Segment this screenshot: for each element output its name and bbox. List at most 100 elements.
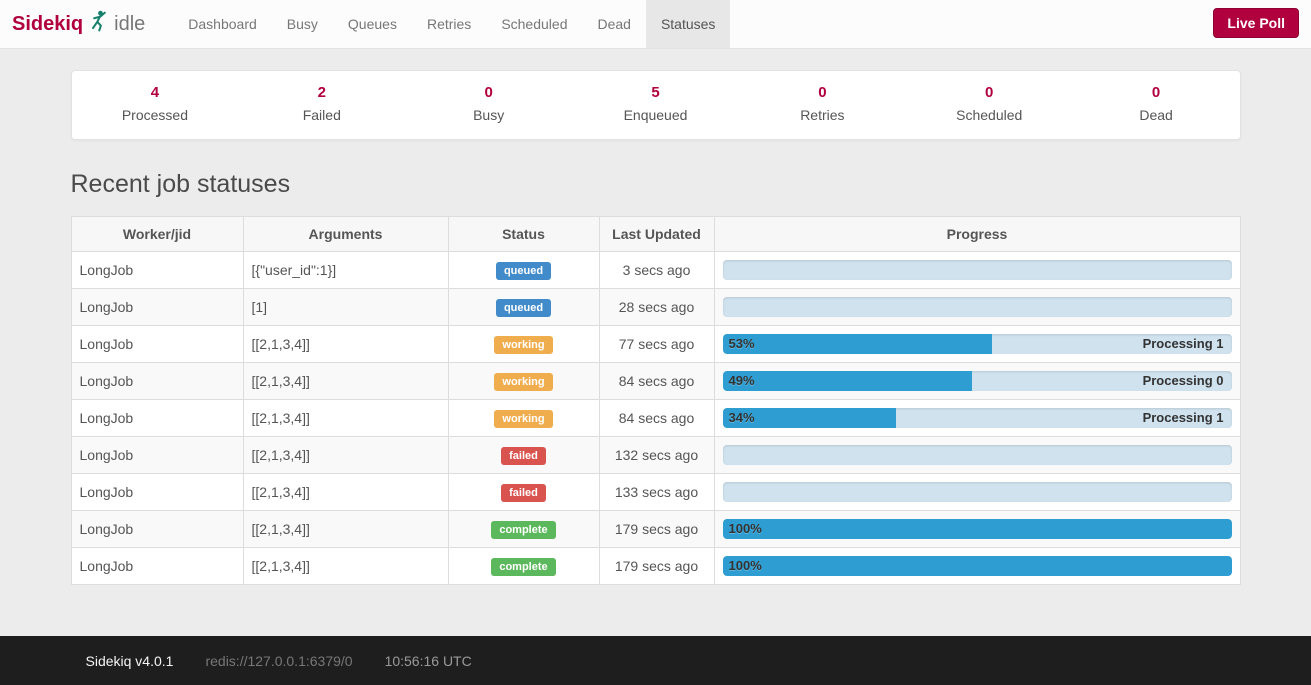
col-header-status: Status <box>447 216 600 252</box>
cell-last-updated: 28 secs ago <box>598 288 715 326</box>
nav-item-statuses: Statuses <box>645 0 731 48</box>
cell-last-updated: 77 secs ago <box>598 325 715 363</box>
progress-percent-label: 34% <box>728 410 755 425</box>
cell-worker: LongJob <box>70 547 244 585</box>
stat-value: 2 <box>317 84 326 101</box>
nav-item-busy: Busy <box>272 0 333 48</box>
nav-link-dead[interactable]: Dead <box>597 16 631 32</box>
progress-percent-label: 100% <box>728 521 762 536</box>
page-title: Recent job statuses <box>70 170 291 198</box>
nav-item-scheduled: Scheduled <box>486 0 582 48</box>
stat-label: Retries <box>800 107 845 123</box>
nav-item-queues: Queues <box>333 0 412 48</box>
table-row: LongJob [1] queued 28 secs ago <box>70 288 1241 326</box>
cell-arguments: [[2,1,3,4]] <box>242 510 449 548</box>
table-row: LongJob [[2,1,3,4]] working 77 secs ago 53% P… <box>70 325 1241 363</box>
stat-label: Enqueued <box>623 107 688 123</box>
table-header-row: Worker/jid Arguments Status Last Updated… <box>70 216 1241 252</box>
cell-status: complete <box>447 547 600 585</box>
stat-value: 0 <box>484 84 493 101</box>
nav-link-queues[interactable]: Queues <box>347 16 397 32</box>
progress-fill <box>722 556 1232 576</box>
progress-message: Processing 1 <box>1142 410 1224 425</box>
cell-last-updated: 132 secs ago <box>598 436 715 474</box>
cell-progress <box>713 288 1241 326</box>
cell-progress: 53% Processing 1 <box>713 325 1241 363</box>
status-badge: failed <box>501 446 546 465</box>
nav-link-scheduled[interactable]: Scheduled <box>501 16 568 32</box>
stat-label: Dead <box>1139 107 1173 123</box>
nav-link-dashboard[interactable]: Dashboard <box>188 16 257 32</box>
cell-arguments: [[2,1,3,4]] <box>242 399 449 437</box>
col-header-arguments: Arguments <box>242 216 449 252</box>
cell-progress: 100% <box>713 510 1241 548</box>
status-badge: working <box>494 335 553 354</box>
cell-worker: LongJob <box>70 288 244 326</box>
nav-link-busy[interactable]: Busy <box>286 16 318 32</box>
cell-progress: 100% <box>713 547 1241 585</box>
table-row: LongJob [[2,1,3,4]] failed 132 secs ago <box>70 436 1241 474</box>
cell-status: working <box>447 325 600 363</box>
status-badge: queued <box>495 298 552 317</box>
stat-scheduled: 0 Scheduled <box>906 82 1073 126</box>
cell-progress: 49% Processing 0 <box>713 362 1241 400</box>
stat-value: 0 <box>1151 84 1161 101</box>
progress-fill <box>722 519 1232 539</box>
progress-bar: 49% Processing 0 <box>722 371 1232 391</box>
cell-arguments: [[2,1,3,4]] <box>242 362 449 400</box>
footer-redis-url: redis://127.0.0.1:6379/0 <box>205 652 353 669</box>
nav-link-retries[interactable]: Retries <box>426 16 472 32</box>
progress-bar: 53% Processing 1 <box>722 334 1232 354</box>
stat-value: 5 <box>651 84 660 101</box>
cell-progress <box>713 436 1241 474</box>
nav-menu: Dashboard Busy Queues Retries Scheduled Dead S… <box>173 0 731 48</box>
table-row: LongJob [{"user_id":1}] queued 3 secs ago <box>70 251 1241 289</box>
cell-last-updated: 84 secs ago <box>598 399 715 437</box>
brand-logo[interactable]: Sidekiq idle <box>12 0 161 48</box>
cell-worker: LongJob <box>70 473 244 511</box>
table-row: LongJob [[2,1,3,4]] working 84 secs ago 49% P… <box>70 362 1241 400</box>
cell-worker: LongJob <box>70 362 244 400</box>
progress-fill <box>722 371 972 391</box>
cell-status: queued <box>447 251 600 289</box>
stat-dead: 0 Dead <box>1073 82 1240 126</box>
stat-processed: 4 Processed <box>72 82 239 126</box>
progress-fill <box>722 334 993 354</box>
cell-arguments: [1] <box>242 288 449 326</box>
stats-summary: 4 Processed 2 Failed 0 Busy 5 Enqueued 0 Retries 0… <box>70 70 1241 140</box>
stat-value: 0 <box>985 84 994 101</box>
cell-last-updated: 84 secs ago <box>598 362 715 400</box>
cell-arguments: [[2,1,3,4]] <box>242 473 449 511</box>
footer: Sidekiq v4.0.1 redis://127.0.0.1:6379/0 … <box>0 636 1311 685</box>
cell-status: failed <box>447 436 600 474</box>
navbar: Sidekiq idle Dashboard Busy Queues Retries S… <box>0 0 1311 49</box>
progress-bar: 100% <box>722 519 1232 539</box>
live-poll-button[interactable]: Live Poll <box>1213 8 1299 38</box>
status-badge: working <box>494 409 553 428</box>
cell-status: queued <box>447 288 600 326</box>
cell-arguments: [[2,1,3,4]] <box>242 547 449 585</box>
stat-label: Scheduled <box>956 107 1023 123</box>
progress-bar <box>722 297 1232 317</box>
progress-bar <box>722 260 1232 280</box>
cell-progress: 34% Processing 1 <box>713 399 1241 437</box>
cell-worker: LongJob <box>70 251 244 289</box>
cell-worker: LongJob <box>70 436 244 474</box>
nav-link-statuses[interactable]: Statuses <box>645 0 731 48</box>
brand-name: Sidekiq <box>12 12 84 35</box>
cell-progress <box>713 473 1241 511</box>
cell-worker: LongJob <box>70 399 244 437</box>
status-badge: queued <box>495 261 552 280</box>
table-row: LongJob [[2,1,3,4]] complete 179 secs ago 10… <box>70 547 1241 585</box>
progress-bar: 100% <box>722 556 1232 576</box>
stat-value: 0 <box>818 84 827 101</box>
stat-enqueued: 5 Enqueued <box>572 82 739 126</box>
stat-busy: 0 Busy <box>405 82 572 126</box>
progress-percent-label: 100% <box>728 558 762 573</box>
cell-last-updated: 133 secs ago <box>598 473 715 511</box>
progress-percent-label: 53% <box>728 336 755 351</box>
cell-status: working <box>447 362 600 400</box>
cell-status: failed <box>447 473 600 511</box>
status-badge: complete <box>491 520 556 539</box>
progress-message: Processing 0 <box>1142 373 1224 388</box>
